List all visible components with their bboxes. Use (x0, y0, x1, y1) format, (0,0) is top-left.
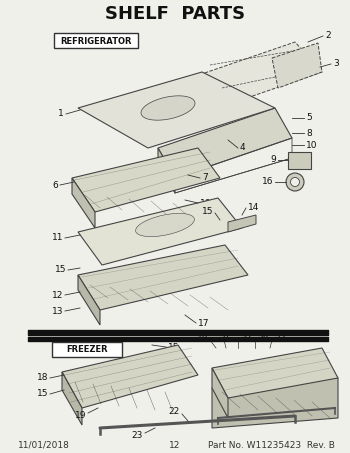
Polygon shape (78, 72, 275, 148)
Polygon shape (78, 275, 100, 325)
Text: 7: 7 (202, 173, 208, 183)
FancyBboxPatch shape (52, 342, 122, 357)
Polygon shape (72, 178, 95, 228)
Text: 10: 10 (200, 198, 211, 207)
Text: 20: 20 (257, 334, 268, 343)
Polygon shape (72, 148, 220, 212)
Polygon shape (212, 378, 338, 428)
FancyBboxPatch shape (287, 151, 310, 169)
Text: 13: 13 (51, 307, 63, 315)
Text: 8: 8 (306, 129, 312, 138)
Text: 3: 3 (333, 58, 339, 67)
Text: 15: 15 (202, 207, 213, 217)
Text: SHELF  PARTS: SHELF PARTS (105, 5, 245, 23)
Text: 22: 22 (169, 408, 180, 416)
Text: 19: 19 (196, 334, 208, 343)
Polygon shape (212, 348, 338, 398)
Polygon shape (62, 345, 198, 408)
Text: 4: 4 (240, 144, 246, 153)
Text: 14: 14 (248, 202, 259, 212)
Polygon shape (78, 198, 242, 265)
Text: 17: 17 (198, 318, 210, 328)
Text: 2: 2 (325, 30, 331, 39)
Text: 18: 18 (36, 374, 48, 382)
Polygon shape (158, 148, 175, 193)
Text: 12: 12 (52, 290, 63, 299)
Ellipse shape (141, 96, 195, 120)
Polygon shape (158, 108, 292, 178)
FancyBboxPatch shape (54, 33, 138, 48)
Polygon shape (190, 42, 322, 108)
Text: 10: 10 (306, 140, 317, 149)
Text: 21: 21 (219, 334, 231, 343)
Polygon shape (212, 368, 228, 418)
Text: 1: 1 (58, 110, 64, 119)
Text: 12: 12 (169, 440, 181, 449)
Text: 11/01/2018: 11/01/2018 (18, 440, 70, 449)
Text: FREEZER: FREEZER (66, 346, 108, 355)
Text: 5: 5 (306, 114, 312, 122)
Text: 11: 11 (51, 233, 63, 242)
Circle shape (286, 173, 304, 191)
Text: 15: 15 (168, 342, 180, 352)
Polygon shape (228, 215, 256, 232)
Circle shape (290, 178, 300, 187)
Text: 19: 19 (75, 410, 86, 419)
Text: Part No. W11235423  Rev. B: Part No. W11235423 Rev. B (208, 440, 335, 449)
Text: 22: 22 (240, 334, 251, 343)
Text: 6: 6 (52, 180, 58, 189)
Polygon shape (272, 43, 322, 88)
Text: 9: 9 (270, 155, 276, 164)
Text: 23: 23 (132, 430, 143, 439)
Text: 15: 15 (55, 265, 66, 275)
Text: 15: 15 (36, 390, 48, 399)
Text: 16: 16 (261, 178, 273, 187)
Text: 23: 23 (274, 334, 285, 343)
Polygon shape (78, 245, 248, 310)
Polygon shape (62, 372, 82, 425)
Ellipse shape (135, 213, 194, 236)
Text: REFRIGERATOR: REFRIGERATOR (60, 37, 132, 45)
